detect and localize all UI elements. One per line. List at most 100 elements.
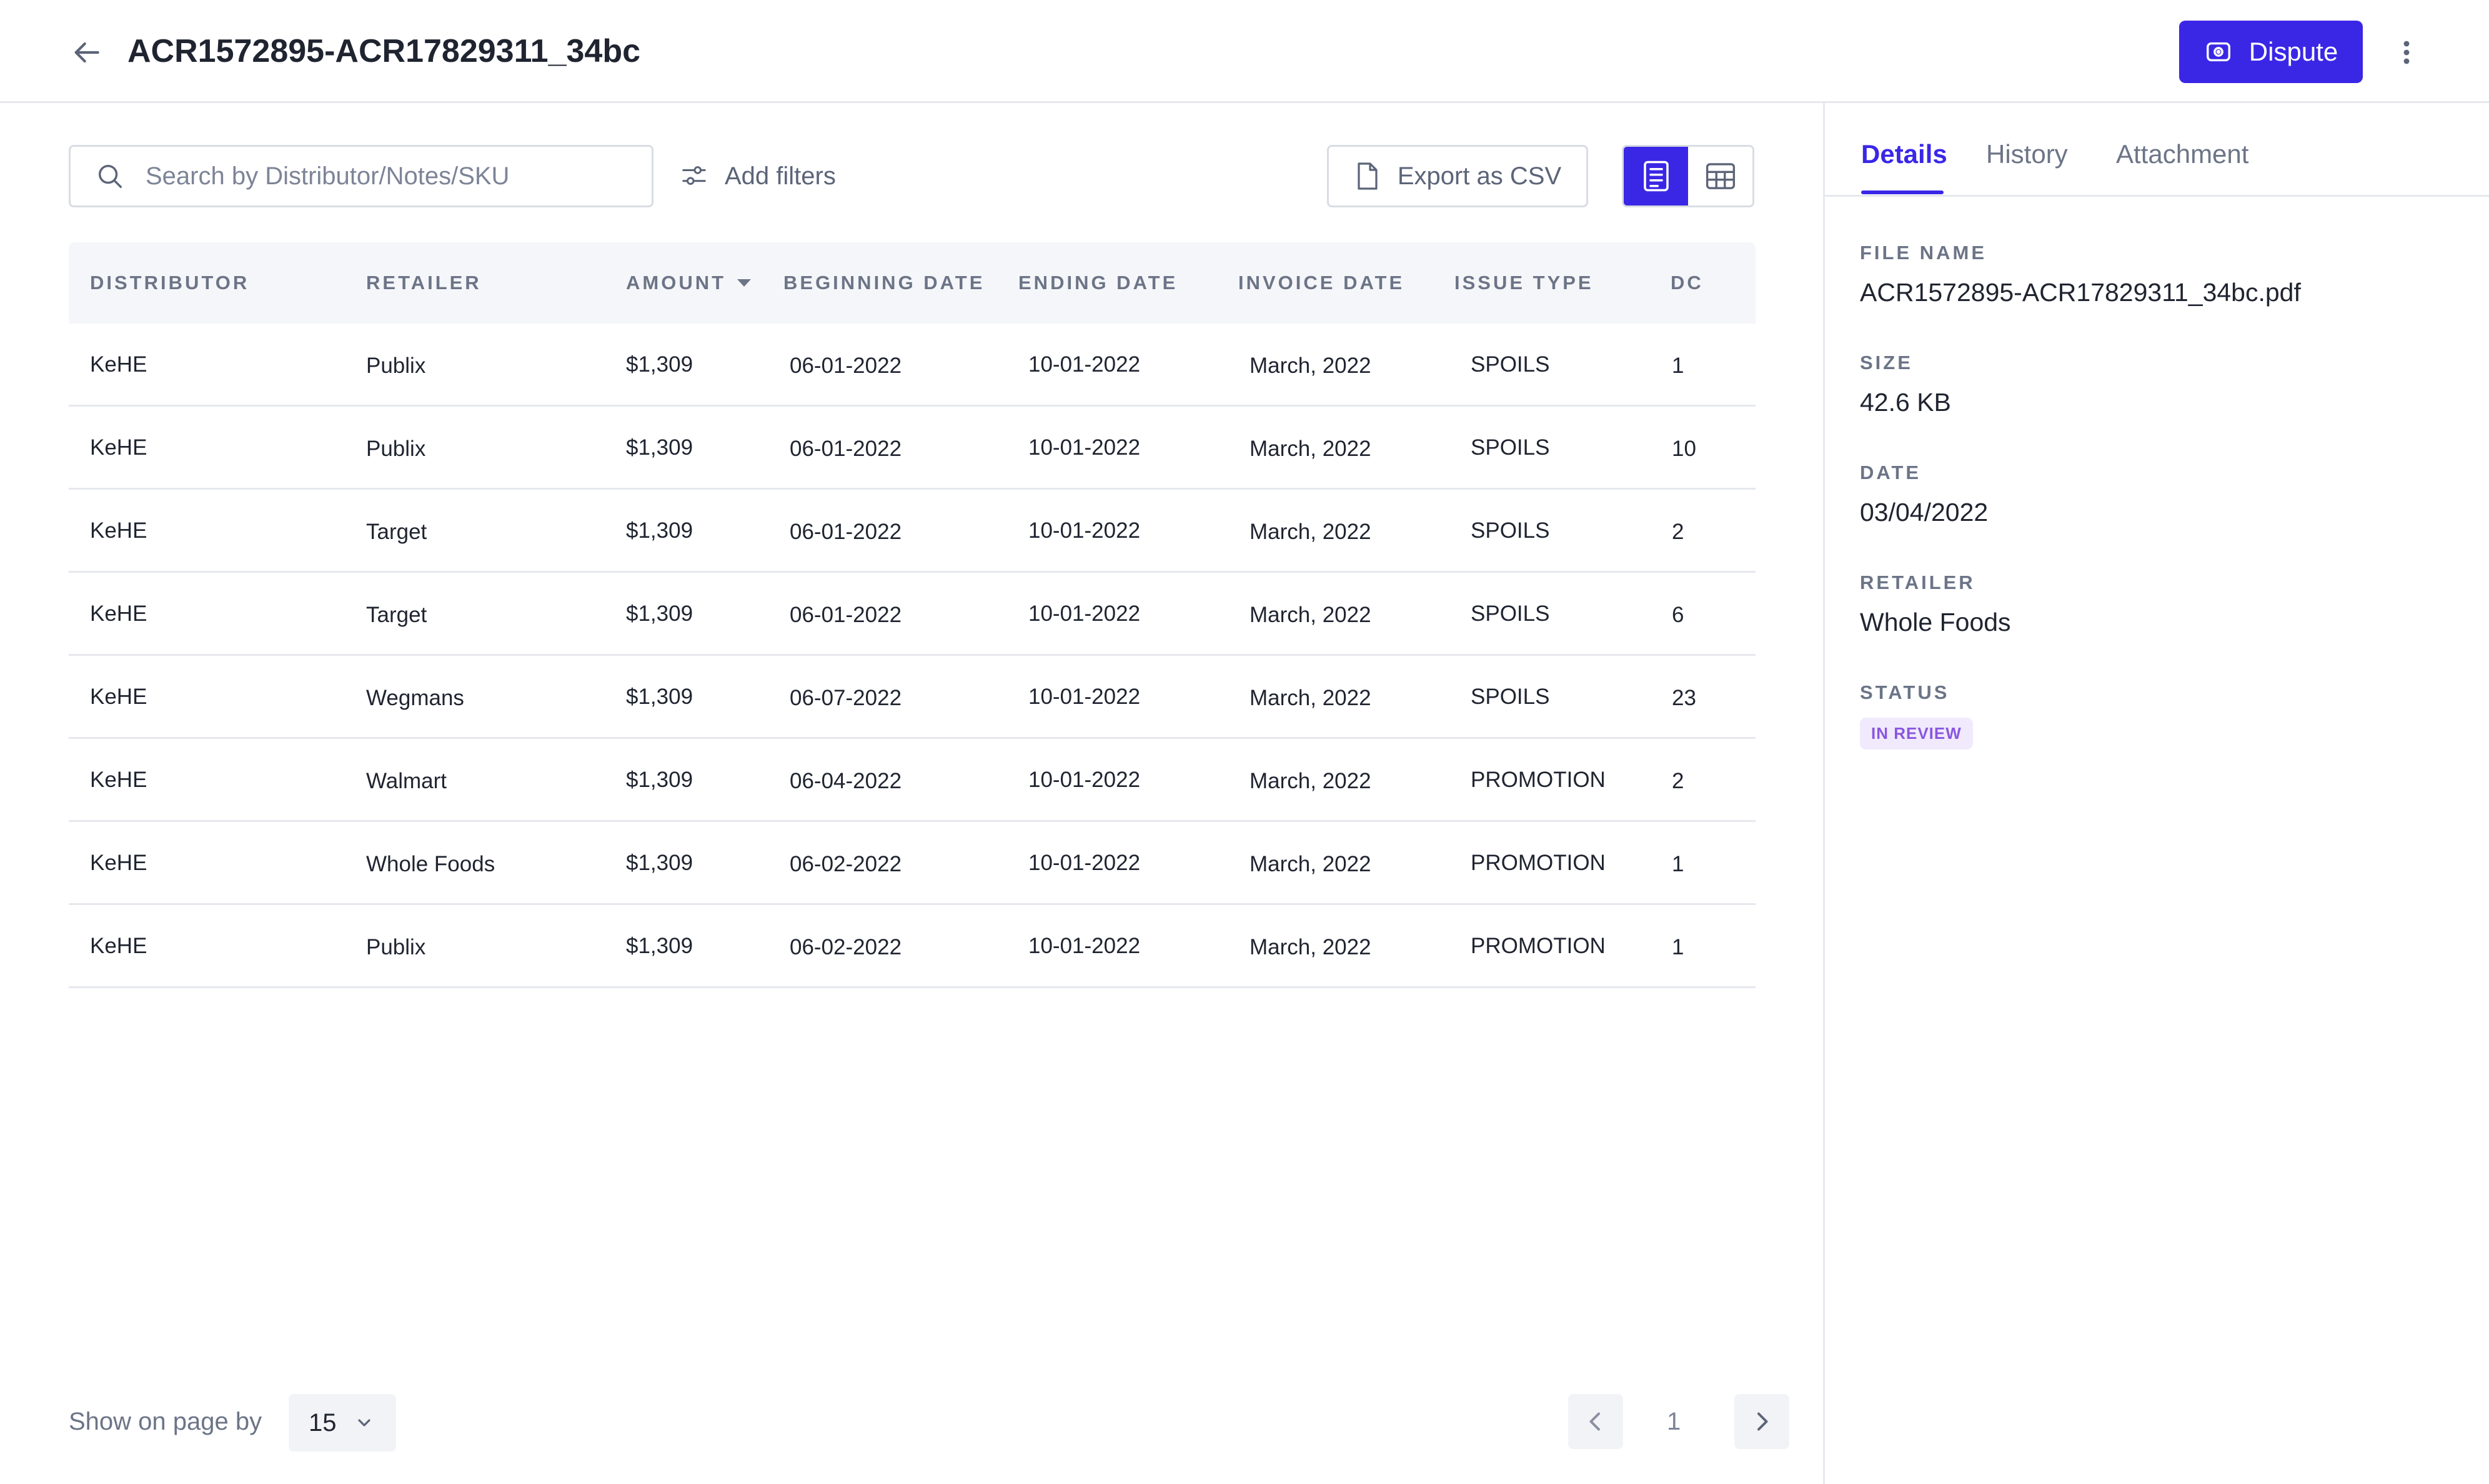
date-label: DATE <box>1860 462 1922 483</box>
invoice-date-cell: March, 2022 <box>1249 354 1371 378</box>
column-header-amount-label: AMOUNT <box>626 272 727 294</box>
table-row[interactable]: KeHE Publix $1,309 06-01-2022 10-01-2022 Marc… <box>69 407 1756 490</box>
page-size-select[interactable]: 15 <box>289 1394 396 1452</box>
ending-date-cell: 10-01-2022 <box>1028 435 1141 460</box>
claims-table: DISTRIBUTOR RETAILER AMOUNT BEGINNING DA… <box>69 242 1756 988</box>
chevron-left-icon <box>1589 1412 1600 1431</box>
dispute-icon <box>2206 42 2230 62</box>
issue-type-cell: SPOILS <box>1471 685 1550 709</box>
table-row[interactable]: KeHE Walmart $1,309 06-04-2022 10-01-2022 Mar… <box>69 739 1756 822</box>
distributor-cell: KeHE <box>90 435 147 460</box>
column-header-retailer[interactable]: RETAILER <box>366 272 482 294</box>
ending-date-cell: 10-01-2022 <box>1028 934 1141 958</box>
add-filters-label: Add filters <box>725 162 836 190</box>
search-input[interactable] <box>146 162 620 190</box>
page-size-label: Show on page by <box>69 1408 262 1435</box>
invoice-date-cell: March, 2022 <box>1249 852 1371 876</box>
add-filters-button[interactable]: Add filters <box>680 156 836 196</box>
amount-cell: $1,309 <box>626 435 693 460</box>
table-row[interactable]: KeHE Whole Foods $1,309 06-02-2022 10-01-202… <box>69 822 1756 905</box>
active-tab-indicator <box>1861 190 1944 194</box>
dc-cell: 2 <box>1672 520 1684 544</box>
beginning-date-cell: 06-01-2022 <box>790 520 902 544</box>
retailer-cell: Publix <box>366 437 426 461</box>
retailer-value: Whole Foods <box>1860 608 2011 636</box>
column-header-distributor[interactable]: DISTRIBUTOR <box>90 272 250 294</box>
retailer-cell: Target <box>366 603 427 627</box>
column-header-invoice-date[interactable]: INVOICE DATE <box>1238 272 1405 294</box>
size-label: SIZE <box>1860 352 1913 373</box>
invoice-date-cell: March, 2022 <box>1249 520 1371 544</box>
table-row[interactable]: KeHE Wegmans $1,309 06-07-2022 10-01-2022 Mar… <box>69 656 1756 739</box>
document-view-button[interactable] <box>1624 147 1688 205</box>
dc-cell: 23 <box>1672 686 1696 710</box>
document-view-icon <box>1643 161 1669 192</box>
tab-history[interactable]: History <box>1986 139 2068 169</box>
dc-cell: 1 <box>1672 935 1684 959</box>
issue-type-cell: PROMOTION <box>1471 851 1606 875</box>
distributor-cell: KeHE <box>90 352 147 377</box>
invoice-date-cell: March, 2022 <box>1249 769 1371 793</box>
distributor-cell: KeHE <box>90 518 147 543</box>
dispute-button[interactable]: Dispute <box>2179 21 2363 83</box>
current-page-number[interactable]: 1 <box>1667 1408 1681 1435</box>
status-badge: IN REVIEW <box>1860 718 1973 749</box>
column-header-issue-type[interactable]: ISSUE TYPE <box>1454 272 1594 294</box>
tab-details[interactable]: Details <box>1861 139 1947 169</box>
column-header-beginning-date[interactable]: BEGINNING DATE <box>783 272 985 294</box>
detail-status: STATUS IN REVIEW <box>1860 681 1973 749</box>
column-header-amount[interactable]: AMOUNT <box>626 242 752 324</box>
table-view-button[interactable] <box>1688 147 1752 205</box>
table-row[interactable]: KeHE Publix $1,309 06-01-2022 10-01-2022 Marc… <box>69 324 1756 407</box>
retailer-cell: Walmart <box>366 769 447 793</box>
amount-cell: $1,309 <box>626 934 693 958</box>
amount-cell: $1,309 <box>626 601 693 626</box>
retailer-cell: Publix <box>366 935 426 959</box>
export-csv-label: Export as CSV <box>1397 162 1562 190</box>
view-toggle <box>1622 145 1754 207</box>
panel-tabs: Details History Attachment <box>1825 103 2489 197</box>
dc-cell: 6 <box>1672 603 1684 627</box>
next-page-button[interactable] <box>1734 1394 1789 1449</box>
export-csv-button[interactable]: Export as CSV <box>1327 145 1588 207</box>
table-row[interactable]: KeHE Target $1,309 06-01-2022 10-01-2022 Marc… <box>69 490 1756 573</box>
ending-date-cell: 10-01-2022 <box>1028 768 1141 792</box>
beginning-date-cell: 06-02-2022 <box>790 852 902 876</box>
ending-date-cell: 10-01-2022 <box>1028 352 1141 377</box>
details-panel: Details History Attachment FILE NAME ACR… <box>1823 103 2489 1484</box>
column-header-dc[interactable]: DC <box>1671 272 1704 294</box>
search-box <box>69 145 653 207</box>
amount-cell: $1,309 <box>626 518 693 543</box>
retailer-cell: Publix <box>366 354 426 378</box>
issue-type-cell: PROMOTION <box>1471 934 1606 958</box>
issue-type-cell: SPOILS <box>1471 601 1550 626</box>
tab-attachment[interactable]: Attachment <box>2116 139 2249 169</box>
distributor-cell: KeHE <box>90 601 147 626</box>
retailer-cell: Whole Foods <box>366 852 495 876</box>
filter-sliders-icon <box>682 166 706 185</box>
chevron-right-icon <box>1757 1412 1768 1431</box>
retailer-cell: Wegmans <box>366 686 464 710</box>
search-icon <box>98 164 122 188</box>
sort-down-icon[interactable] <box>737 279 752 287</box>
page-title: ACR1572895-ACR17829311_34bc <box>127 33 641 69</box>
more-vertical-icon[interactable] <box>2393 35 2420 70</box>
distributor-cell: KeHE <box>90 934 147 958</box>
table-row[interactable]: KeHE Target $1,309 06-01-2022 10-01-2022 Marc… <box>69 573 1756 656</box>
table-body: KeHE Publix $1,309 06-01-2022 10-01-2022 Marc… <box>69 324 1756 988</box>
dc-cell: 10 <box>1672 437 1696 461</box>
date-value: 03/04/2022 <box>1860 498 1989 527</box>
column-header-ending-date[interactable]: ENDING DATE <box>1018 272 1178 294</box>
back-arrow-icon[interactable] <box>69 35 104 70</box>
file-name-label: FILE NAME <box>1860 242 1987 264</box>
ending-date-cell: 10-01-2022 <box>1028 851 1141 875</box>
dc-cell: 2 <box>1672 769 1684 793</box>
size-value: 42.6 KB <box>1860 388 1951 417</box>
status-label: STATUS <box>1860 681 1950 703</box>
file-name-value: ACR1572895-ACR17829311_34bc.pdf <box>1860 278 2301 307</box>
beginning-date-cell: 06-01-2022 <box>790 437 902 461</box>
table-row[interactable]: KeHE Publix $1,309 06-02-2022 10-01-2022 Marc… <box>69 905 1756 988</box>
table-view-icon <box>1706 163 1735 189</box>
previous-page-button[interactable] <box>1568 1394 1623 1449</box>
issue-type-cell: SPOILS <box>1471 352 1550 377</box>
